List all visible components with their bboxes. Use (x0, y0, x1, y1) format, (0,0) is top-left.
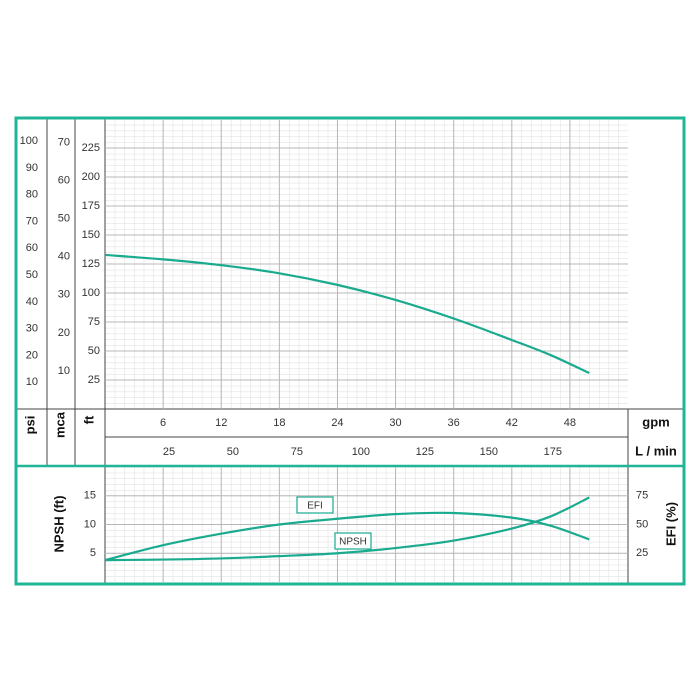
efi-axis-label: EFI (%) (663, 502, 678, 546)
psi-tick-label: 80 (26, 189, 38, 201)
y2-tick-label: 25 (636, 547, 648, 559)
plot: 2550751001251501752002251020304050607080… (20, 119, 648, 582)
ft-label: ft (81, 415, 96, 424)
y-tick-label: 225 (82, 142, 100, 154)
y-tick-label: 125 (82, 258, 100, 270)
y-tick-label: 50 (88, 345, 100, 357)
mca-tick-label: 70 (58, 137, 70, 149)
line-series (104, 253, 590, 375)
mca-tick-label: 20 (58, 327, 70, 339)
y-tick-label: 75 (88, 316, 100, 328)
psi-tick-label: 40 (26, 296, 38, 308)
y-tick-label: 200 (82, 171, 100, 183)
x-tick-label: 12 (215, 417, 227, 429)
x-tick-label: 24 (331, 417, 343, 429)
x2-tick-label: 125 (416, 446, 434, 458)
psi-tick-label: 20 (26, 349, 38, 361)
psi-tick-label: 90 (26, 162, 38, 174)
series-tag: EFI (307, 501, 323, 512)
y-tick-label: 5 (90, 547, 96, 559)
x-tick-label: 48 (564, 417, 576, 429)
series-tag: NPSH (339, 537, 367, 548)
x-tick-label: 18 (273, 417, 285, 429)
y2-tick-label: 50 (636, 518, 648, 530)
x2-tick-label: 175 (544, 446, 562, 458)
mca-tick-label: 10 (58, 365, 70, 377)
x-tick-label: 6 (160, 417, 166, 429)
x-tick-label: 36 (448, 417, 460, 429)
psi-tick-label: 30 (26, 323, 38, 335)
x2-tick-label: 25 (163, 446, 175, 458)
psi-tick-label: 60 (26, 242, 38, 254)
mca-tick-label: 50 (58, 213, 70, 225)
line-series (104, 496, 590, 562)
y-tick-label: 15 (84, 490, 96, 502)
x-tick-label: 42 (506, 417, 518, 429)
mca-tick-label: 40 (58, 251, 70, 263)
series-tag-box (334, 532, 372, 550)
psi-tick-label: 70 (26, 215, 38, 227)
x-tick-label: 30 (389, 417, 401, 429)
psi-tick-label: 100 (20, 135, 38, 147)
y2-tick-label: 75 (636, 490, 648, 502)
x-label: gpm (642, 414, 669, 429)
y-tick-label: 100 (82, 287, 100, 299)
x2-tick-label: 50 (227, 446, 239, 458)
line-series (104, 511, 590, 562)
y-tick-label: 175 (82, 200, 100, 212)
psi-label: psi (22, 416, 37, 435)
x2-tick-label: 100 (352, 446, 370, 458)
y-tick-label: 10 (84, 518, 96, 530)
y-tick-label: 150 (82, 229, 100, 241)
x2-tick-label: 75 (291, 446, 303, 458)
npsh-axis-label: NPSH (ft) (51, 495, 66, 552)
mca-label: mca (52, 411, 67, 438)
psi-tick-label: 10 (26, 376, 38, 388)
series-tag-box (296, 496, 334, 514)
mca-tick-label: 60 (58, 175, 70, 187)
border (14, 116, 686, 586)
y-tick-label: 25 (88, 374, 100, 386)
psi-tick-label: 50 (26, 269, 38, 281)
x2-label: L / min (635, 443, 677, 458)
x2-tick-label: 150 (480, 446, 498, 458)
mca-tick-label: 30 (58, 289, 70, 301)
